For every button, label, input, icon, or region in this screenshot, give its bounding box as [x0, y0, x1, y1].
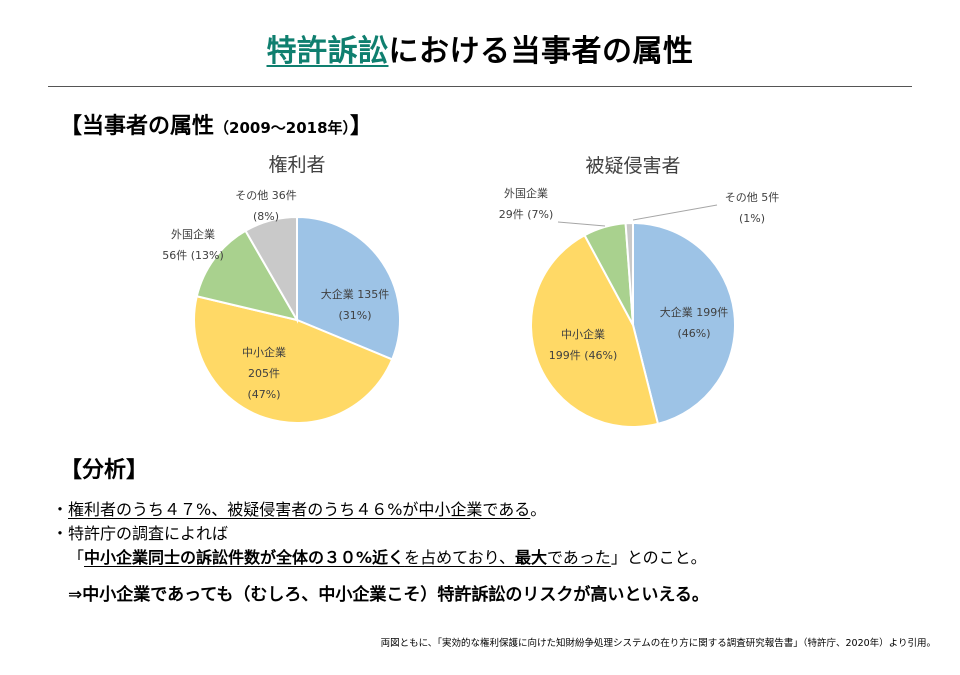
pie1-label-foreign: 外国企業 29件 (7%)	[499, 186, 554, 221]
pie1-slice-other	[624, 221, 634, 326]
bullet-dot: ・	[52, 500, 69, 519]
pie1-label-large: 大企業 199件(46%)	[660, 305, 729, 340]
quote-close: 」とのこと。	[610, 548, 707, 567]
title-divider	[48, 86, 912, 87]
quote-open: 「	[68, 548, 85, 567]
pie1-label-sme: 中小企業 199件 (46%)	[549, 327, 618, 362]
pie0-slice-other	[244, 215, 298, 324]
title-rest: における当事者の属性	[388, 34, 694, 69]
pie1-leader-foreign	[557, 221, 606, 227]
title-highlight: 特許訴訟	[266, 34, 389, 69]
analysis-conclusion: ⇒中小企業であっても（むしろ、中小企業こそ）特許訴訟のリスクが高いといえる。	[68, 585, 709, 605]
source-citation: 両図ともに、「実効的な権利保護に向けた知財紛争処理システムの在り方に関する調査研…	[380, 638, 936, 649]
pie1-label-other: その他 5件(1%)	[725, 191, 780, 225]
section-attributes-heading: 【当事者の属性（2009～2018年）】	[60, 108, 372, 140]
pie0-slice-foreign	[195, 229, 300, 322]
section-attributes-close: 】	[350, 114, 373, 139]
bullet-dot: ・	[52, 524, 69, 543]
section-analysis-heading: 【分析】	[60, 458, 149, 483]
pie1-slice-sme	[530, 233, 660, 428]
pie0-title: 権利者	[268, 154, 325, 176]
pie0-label-sme: 中小企業 205件(47%)	[242, 345, 286, 401]
bullet-1-end: 。	[530, 500, 547, 519]
analysis-quote: 「中小企業同士の訴訟件数が全体の３０%近くを占めており、最大であった」とのこと。	[68, 544, 707, 568]
section-attributes-period: （2009～2018年）	[214, 119, 351, 137]
bullet-2-text: 特許庁の調査によれば	[68, 524, 229, 543]
page-title: 特許訴訟における当事者の属性	[0, 26, 960, 70]
section-attributes-label: 【当事者の属性	[60, 114, 215, 139]
analysis-bullet-2: ・特許庁の調査によれば	[52, 520, 228, 544]
quote-mid-1: を占めており、	[404, 548, 515, 567]
quote-bold-2: 最大	[514, 548, 547, 567]
pie0-label-foreign: 外国企業 56件 (13%)	[162, 227, 224, 262]
pie0-slice-large	[296, 215, 401, 361]
quote-bold-1: 中小企業同士の訴訟件数が全体の３０%近く	[84, 548, 405, 567]
pie1-title: 被疑侵害者	[585, 155, 680, 177]
pie0-label-other: その他 36件(8%)	[235, 189, 297, 223]
pie0-label-large: 大企業 135件(31%)	[321, 287, 390, 322]
analysis-bullet-1: ・権利者のうち４７%、被疑侵害者のうち４６%が中小企業である。	[52, 496, 546, 520]
pie1-slice-large	[632, 221, 736, 426]
pie0-slice-sme	[193, 295, 394, 424]
pie1-leader-other	[632, 204, 718, 221]
bullet-1-text: 権利者のうち４７%、被疑侵害者のうち４６%が中小企業である	[68, 500, 531, 519]
quote-mid-2: であった	[546, 548, 611, 567]
